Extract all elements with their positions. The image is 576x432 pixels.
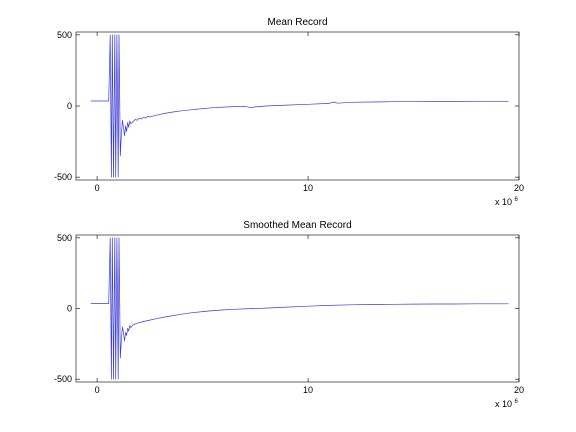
- smoothed-mean-record-x-multiplier: x 10 6: [495, 399, 519, 409]
- mean-record-x-tick-label: 0: [95, 183, 100, 193]
- smoothed-mean-record-ticks: 0 10 20 -500 0 500: [54, 233, 524, 395]
- mean-record-x-tick-label: 20: [514, 183, 524, 193]
- smoothed-mean-record-panel: Smoothed Mean Record 0 10 20 -500 0 500 x 10 …: [54, 220, 524, 409]
- mean-record-x-multiplier-exponent: 6: [515, 197, 519, 203]
- smoothed-mean-record-title: Smoothed Mean Record: [243, 220, 351, 231]
- smoothed-mean-record-y-tick-label: 500: [57, 233, 72, 243]
- smoothed-mean-record-x-multiplier-base: x 10: [495, 399, 512, 409]
- mean-record-series-line: [90, 34, 509, 178]
- mean-record-y-tick-label: -500: [54, 172, 72, 182]
- smoothed-mean-record-y-tick-label: 0: [67, 304, 72, 314]
- smoothed-mean-record-x-multiplier-exponent: 6: [515, 399, 519, 405]
- smoothed-mean-record-x-tick-label: 20: [514, 385, 524, 395]
- smoothed-mean-record-axes-frame: [75, 234, 520, 383]
- smoothed-mean-record-y-tick-label: -500: [54, 374, 72, 384]
- mean-record-title: Mean Record: [267, 17, 327, 28]
- mean-record-axes-frame: [75, 31, 520, 181]
- mean-record-panel: Mean Record 0 10 20 -500 0 500 x 10 6: [54, 17, 524, 207]
- mean-record-x-multiplier: x 10 6: [495, 197, 519, 207]
- mean-record-x-multiplier-base: x 10: [495, 197, 512, 207]
- mean-record-ticks: 0 10 20 -500 0 500: [54, 30, 524, 193]
- mean-record-y-tick-label: 500: [57, 30, 72, 40]
- smoothed-mean-record-x-tick-label: 0: [95, 385, 100, 395]
- mean-record-y-tick-label: 0: [67, 101, 72, 111]
- smoothed-mean-record-series-line: [90, 237, 509, 380]
- smoothed-mean-record-x-tick-label: 10: [303, 385, 313, 395]
- mean-record-x-tick-label: 10: [303, 183, 313, 193]
